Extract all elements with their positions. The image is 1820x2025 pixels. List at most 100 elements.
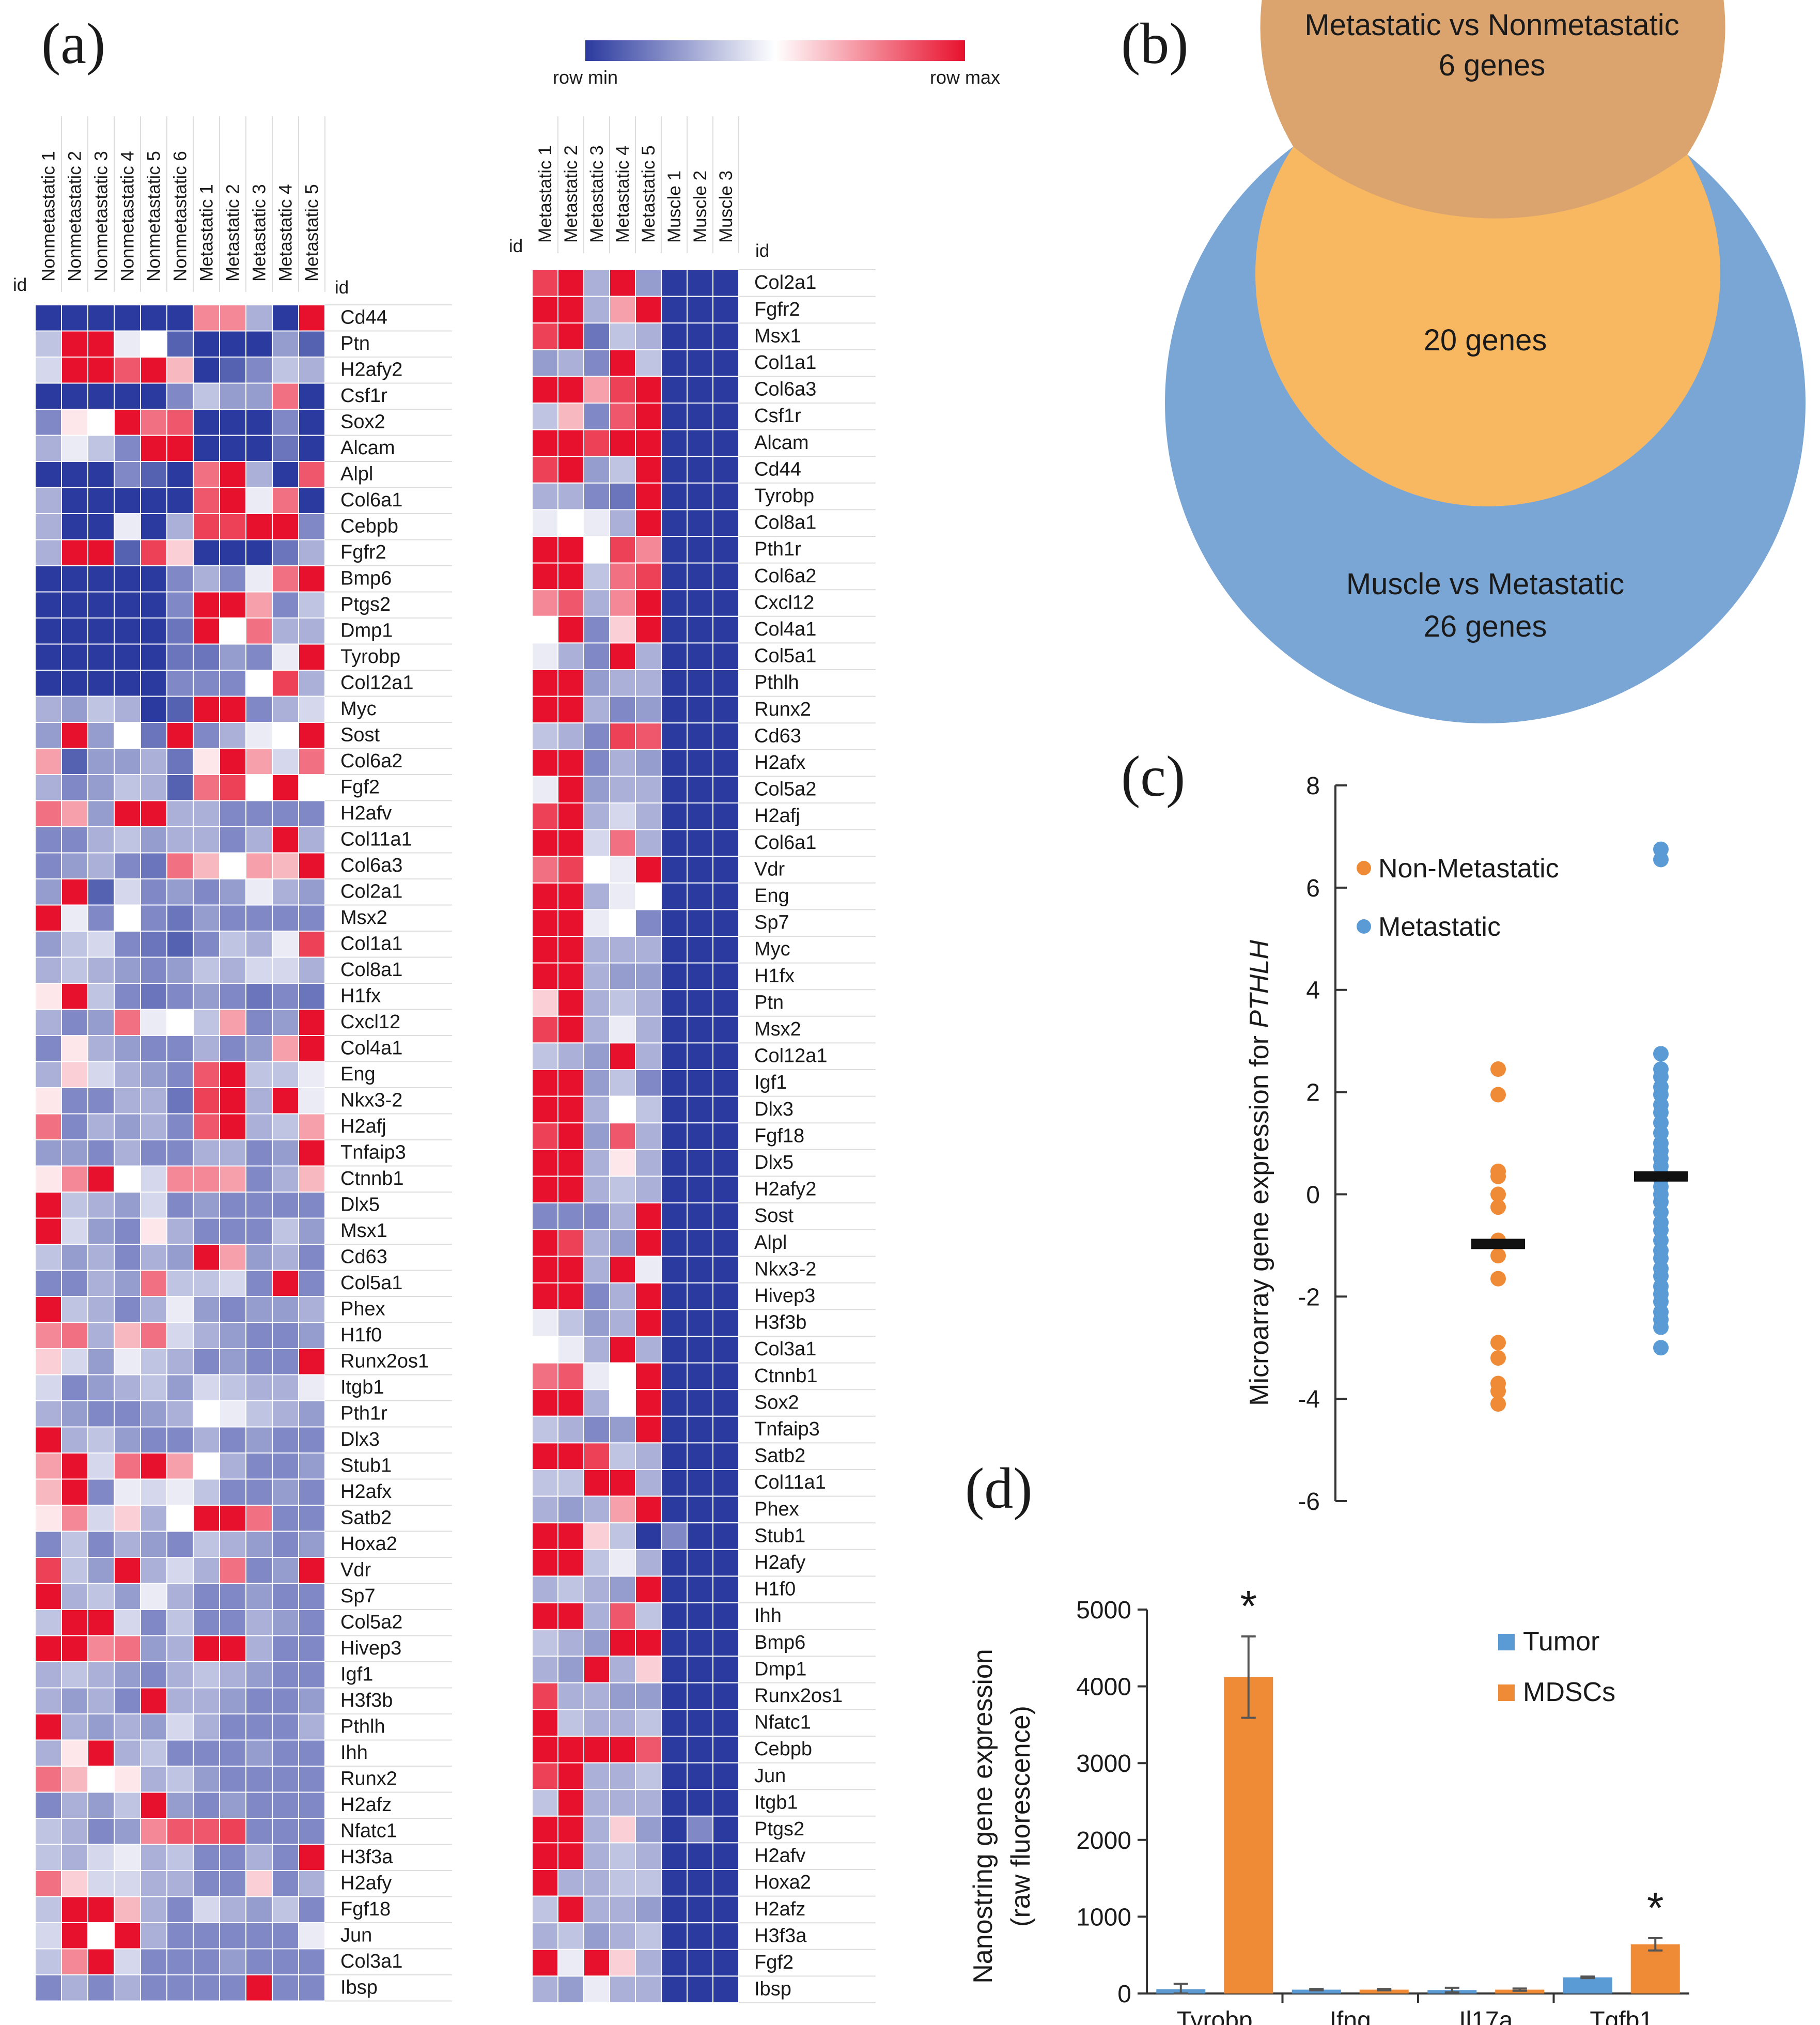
heatmap-cell — [35, 1374, 62, 1401]
heatmap-cell — [661, 322, 688, 350]
heatmap-cell — [687, 1522, 713, 1550]
heatmap-cell — [166, 1896, 194, 1923]
heatmap-cell — [635, 1682, 662, 1710]
heatmap-cell — [557, 1469, 584, 1497]
heatmap-cell — [35, 487, 62, 514]
heatmap-cell — [557, 269, 584, 297]
heatmap-cell — [298, 1113, 325, 1140]
bar-y-axis-label-line1: Nanostring gene expression — [968, 1649, 998, 1984]
heatmap-row-label: Alpl — [754, 1232, 787, 1254]
heatmap-cell — [609, 1709, 636, 1737]
heatmap-cell — [114, 1192, 141, 1219]
scatter-legend-marker — [1357, 919, 1371, 934]
heatmap-cell — [532, 1709, 558, 1737]
heatmap-cell — [219, 983, 246, 1010]
heatmap-cell — [193, 1296, 220, 1323]
heatmap-cell — [193, 539, 220, 566]
heatmap-cell — [140, 330, 167, 358]
heatmap-row-label: H2afx — [340, 1481, 392, 1503]
heatmap-cell — [140, 1374, 167, 1401]
heatmap-cell — [61, 357, 88, 384]
heatmap-cell — [272, 409, 299, 436]
heatmap-cell — [193, 878, 220, 906]
heatmap-cell — [557, 296, 584, 324]
heatmap-cell — [140, 513, 167, 540]
heatmap-cell — [298, 1609, 325, 1636]
heatmap-cell — [272, 878, 299, 906]
heatmap-cell — [35, 1192, 62, 1219]
heatmap-cell — [583, 1282, 610, 1310]
heatmap-cell — [609, 1656, 636, 1683]
heatmap-cell — [61, 1452, 88, 1480]
heatmap-cell — [298, 1583, 325, 1610]
heatmap-cell — [687, 296, 713, 324]
heatmap-cell — [61, 1922, 88, 1950]
heatmap-cell — [532, 936, 558, 964]
heatmap-cell — [298, 878, 325, 906]
heatmap-cell — [61, 826, 88, 854]
heatmap-row-label: Nkx3-2 — [340, 1089, 402, 1111]
heatmap-cell — [583, 1575, 610, 1603]
heatmap-cell — [61, 409, 88, 436]
heatmap-cell — [219, 591, 246, 619]
heatmap-cell — [166, 931, 194, 958]
heatmap-cell — [245, 357, 273, 384]
heatmap-cell — [609, 936, 636, 964]
heatmap-cell — [35, 1322, 62, 1349]
heatmap-cell — [687, 856, 713, 884]
heatmap-cell — [193, 1113, 220, 1140]
heatmap-cell — [140, 1009, 167, 1036]
heatmap-cell — [635, 1762, 662, 1790]
heatmap-cell — [245, 931, 273, 958]
heatmap-row-label: Cebpb — [340, 515, 398, 537]
heatmap-cell — [272, 1270, 299, 1297]
heatmap-cell — [298, 1009, 325, 1036]
heatmap-cell — [245, 1165, 273, 1193]
heatmap-row-label: Cd44 — [340, 306, 387, 328]
heatmap-cell — [557, 429, 584, 457]
heatmap-column-label: Metastatic 2 — [223, 184, 243, 282]
heatmap-cell — [557, 1015, 584, 1044]
heatmap-cell — [245, 748, 273, 775]
heatmap-cell — [532, 1629, 558, 1657]
heatmap-cell — [166, 1557, 194, 1584]
heatmap-row-label: Jun — [754, 1765, 786, 1787]
heatmap-cell — [140, 695, 167, 723]
heatmap-cell — [661, 669, 688, 697]
heatmap-cell — [661, 1736, 688, 1764]
heatmap-cell — [635, 909, 662, 937]
heatmap-cell — [687, 1202, 713, 1230]
heatmap-cell — [712, 322, 739, 350]
scatter-point — [1653, 1340, 1669, 1356]
heatmap-cell — [532, 269, 558, 297]
heatmap-cell — [687, 962, 713, 991]
heatmap-cell — [61, 1766, 88, 1793]
heatmap-cell — [272, 1322, 299, 1349]
heatmap-cell — [193, 695, 220, 723]
heatmap-cell — [532, 589, 558, 617]
heatmap-cell — [609, 269, 636, 297]
heatmap-cell — [583, 1975, 610, 2003]
heatmap-cell — [532, 403, 558, 430]
heatmap-cell — [557, 1042, 584, 1071]
heatmap-cell — [583, 269, 610, 297]
heatmap-cell — [687, 882, 713, 910]
heatmap-cell — [219, 748, 246, 775]
heatmap-cell — [609, 1922, 636, 1950]
heatmap-cell — [583, 882, 610, 910]
heatmap-cell — [219, 1557, 246, 1584]
heatmap-cell — [298, 1818, 325, 1845]
heatmap-cell — [609, 429, 636, 457]
heatmap-cell — [61, 1478, 88, 1506]
heatmap-cell — [687, 1975, 713, 2003]
heatmap-cell — [35, 1165, 62, 1193]
heatmap-cell — [712, 1762, 739, 1790]
heatmap-cell — [61, 617, 88, 645]
heatmap-cell — [193, 330, 220, 358]
heatmap-cell — [166, 878, 194, 906]
bar-y-axis-label-line2: (raw fluorescence) — [1006, 1706, 1036, 1927]
heatmap-cell — [166, 1113, 194, 1140]
heatmap-cell — [609, 1762, 636, 1790]
heatmap-cell — [687, 1789, 713, 1817]
heatmap-cell — [87, 931, 115, 958]
